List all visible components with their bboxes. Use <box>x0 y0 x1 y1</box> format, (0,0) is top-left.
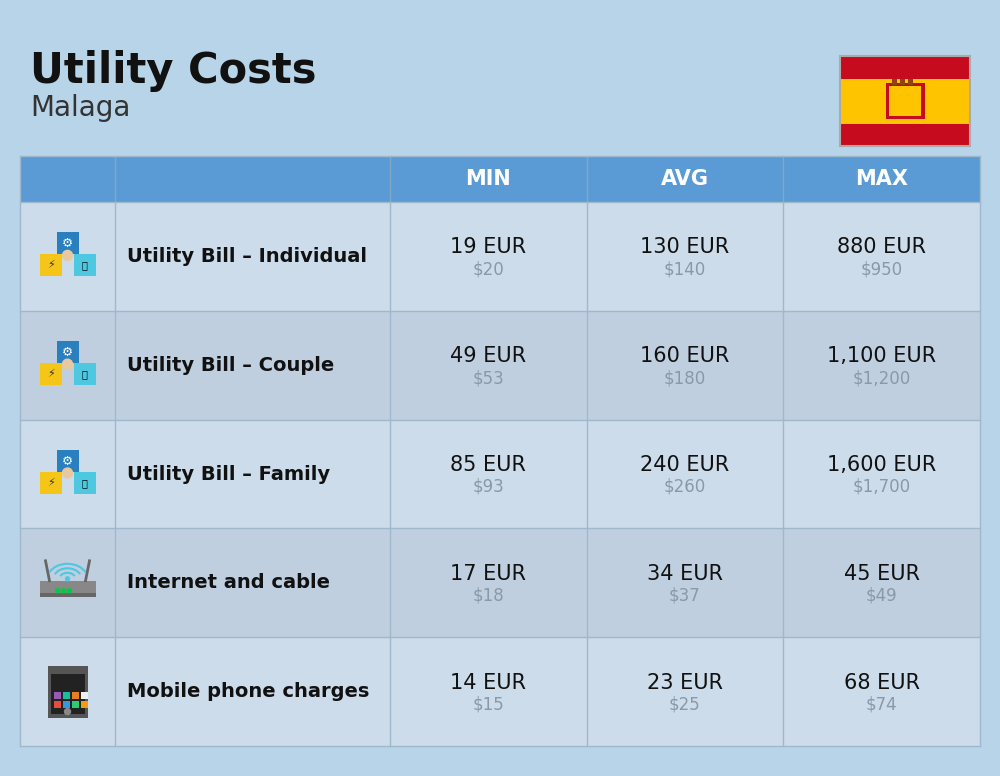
Circle shape <box>56 589 60 593</box>
Text: 🚿: 🚿 <box>82 369 87 379</box>
Bar <box>54 691 60 698</box>
Bar <box>62 691 70 698</box>
Text: Internet and cable: Internet and cable <box>127 573 330 592</box>
Bar <box>56 232 78 255</box>
Text: ⚙: ⚙ <box>62 455 73 467</box>
Text: $25: $25 <box>669 695 701 714</box>
Bar <box>20 637 980 746</box>
Text: $260: $260 <box>664 478 706 496</box>
Text: 🚿: 🚿 <box>82 261 87 270</box>
Text: 130 EUR: 130 EUR <box>640 237 730 258</box>
Bar <box>40 593 96 597</box>
Text: MAX: MAX <box>855 169 908 189</box>
Circle shape <box>62 589 66 593</box>
Bar <box>74 255 96 276</box>
Bar <box>20 528 980 637</box>
Bar <box>56 341 78 363</box>
Circle shape <box>68 589 72 593</box>
Text: $37: $37 <box>669 587 701 605</box>
Text: 160 EUR: 160 EUR <box>640 346 730 366</box>
Text: MIN: MIN <box>465 169 511 189</box>
Text: 23 EUR: 23 EUR <box>647 673 723 693</box>
Text: $140: $140 <box>664 261 706 279</box>
Text: 34 EUR: 34 EUR <box>647 564 723 584</box>
Text: 240 EUR: 240 EUR <box>640 455 730 475</box>
Circle shape <box>62 468 72 478</box>
Bar <box>40 255 62 276</box>
Text: ⚙: ⚙ <box>62 345 73 359</box>
Bar <box>892 78 897 85</box>
Text: Malaga: Malaga <box>30 94 130 122</box>
Bar <box>40 580 96 597</box>
Bar <box>74 472 96 494</box>
Text: Utility Bill – Family: Utility Bill – Family <box>127 465 330 483</box>
Circle shape <box>64 708 70 715</box>
Bar <box>40 363 62 385</box>
Text: Mobile phone charges: Mobile phone charges <box>127 682 369 701</box>
Bar <box>840 56 970 146</box>
Bar <box>56 450 78 472</box>
Circle shape <box>62 359 72 369</box>
Bar <box>80 701 88 708</box>
Bar <box>889 85 921 116</box>
Text: $49: $49 <box>866 587 897 605</box>
Circle shape <box>62 251 72 261</box>
Text: Utility Bill – Couple: Utility Bill – Couple <box>127 355 334 375</box>
Text: $1,700: $1,700 <box>853 478 911 496</box>
Bar <box>20 311 980 420</box>
Text: ⚙: ⚙ <box>62 237 73 250</box>
Bar <box>72 701 78 708</box>
Bar <box>840 56 970 78</box>
Text: 1,600 EUR: 1,600 EUR <box>827 455 936 475</box>
Text: $20: $20 <box>472 261 504 279</box>
Bar <box>50 674 84 714</box>
Text: 1,100 EUR: 1,100 EUR <box>827 346 936 366</box>
Text: $74: $74 <box>866 695 897 714</box>
Bar <box>74 363 96 385</box>
Bar <box>886 83 924 119</box>
Circle shape <box>66 577 70 580</box>
Bar <box>840 123 970 146</box>
Text: 85 EUR: 85 EUR <box>450 455 526 475</box>
Text: $93: $93 <box>472 478 504 496</box>
Text: 45 EUR: 45 EUR <box>844 564 920 584</box>
Bar <box>900 78 905 85</box>
Text: 17 EUR: 17 EUR <box>450 564 526 584</box>
Text: $18: $18 <box>472 587 504 605</box>
Bar <box>20 156 980 202</box>
Bar <box>72 691 78 698</box>
Text: 🚿: 🚿 <box>82 478 87 488</box>
Text: 49 EUR: 49 EUR <box>450 346 526 366</box>
Bar <box>48 666 88 718</box>
Bar <box>54 701 60 708</box>
Text: AVG: AVG <box>661 169 709 189</box>
Text: $950: $950 <box>861 261 903 279</box>
Text: 880 EUR: 880 EUR <box>837 237 926 258</box>
Text: Utility Bill – Individual: Utility Bill – Individual <box>127 247 367 266</box>
Bar <box>62 701 70 708</box>
Bar <box>80 691 88 698</box>
Text: 68 EUR: 68 EUR <box>844 673 920 693</box>
Text: ⚡: ⚡ <box>47 478 54 488</box>
Bar <box>20 420 980 528</box>
Text: $1,200: $1,200 <box>853 369 911 387</box>
Bar <box>908 78 913 85</box>
Text: $180: $180 <box>664 369 706 387</box>
Bar <box>840 78 970 123</box>
Text: 19 EUR: 19 EUR <box>450 237 526 258</box>
Text: ⚡: ⚡ <box>47 369 54 379</box>
Text: 14 EUR: 14 EUR <box>450 673 526 693</box>
Text: Utility Costs: Utility Costs <box>30 50 316 92</box>
Bar <box>40 472 62 494</box>
Bar <box>20 202 980 311</box>
Text: $53: $53 <box>472 369 504 387</box>
Text: ⚡: ⚡ <box>47 261 54 270</box>
Text: $15: $15 <box>472 695 504 714</box>
